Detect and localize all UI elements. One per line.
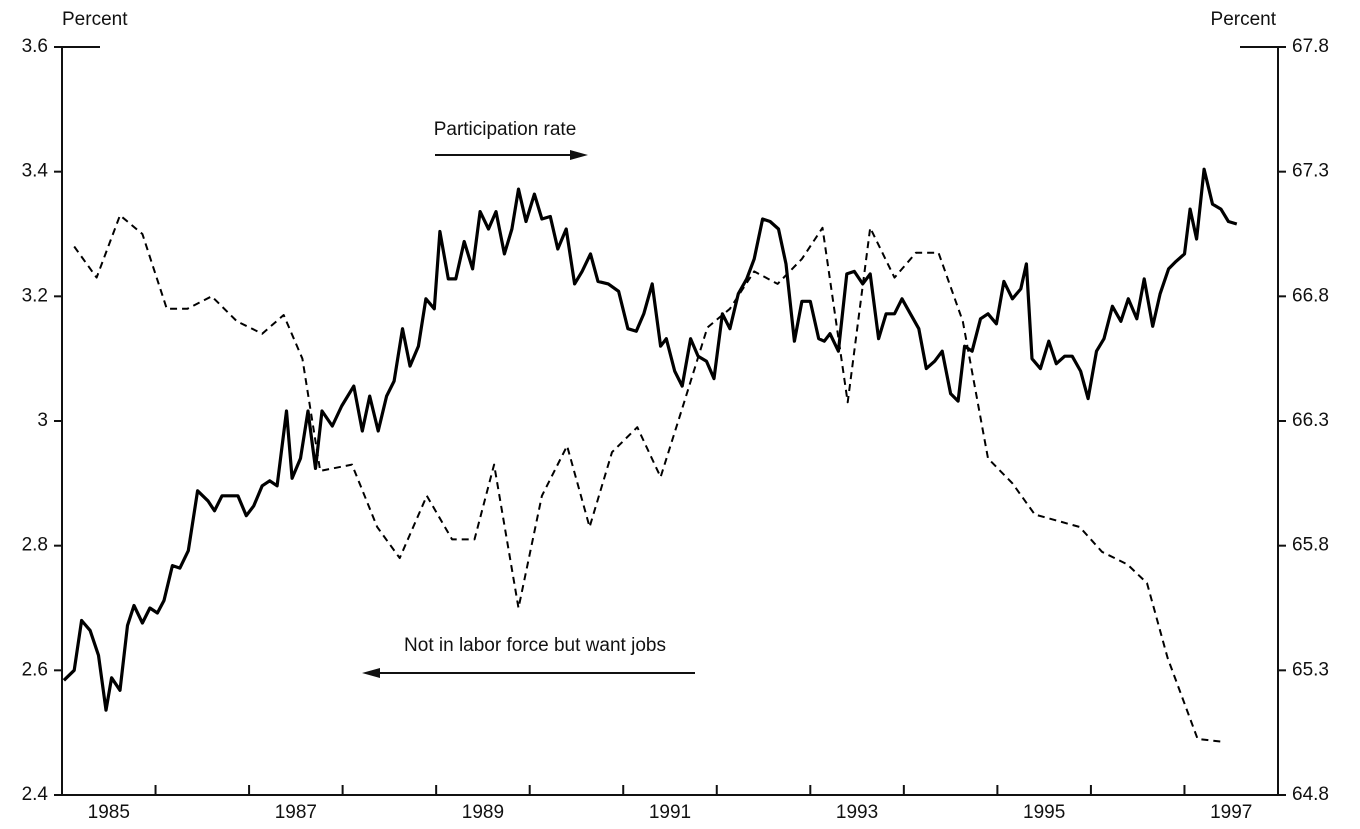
annotation: Participation rate xyxy=(434,119,577,140)
y2-tick-label: 64.8 xyxy=(1292,784,1329,805)
annotation-arrowhead xyxy=(570,150,588,160)
x-tick-label: 1989 xyxy=(462,802,504,823)
y2-tick-label: 65.8 xyxy=(1292,535,1329,556)
data-line xyxy=(73,214,1225,743)
axis-frame xyxy=(61,47,1279,796)
y-axis-title: Percent xyxy=(62,9,128,30)
y2-axis-title: Percent xyxy=(1211,9,1277,30)
annotation: Not in labor force but want jobs xyxy=(404,635,666,656)
y2-tick-label: 66.3 xyxy=(1292,410,1329,431)
y-tick-label: 3.4 xyxy=(22,161,49,182)
x-tick-label: 1987 xyxy=(275,802,317,823)
x-tick-label: 1997 xyxy=(1210,802,1252,823)
y2-tick-label: 66.8 xyxy=(1292,285,1329,306)
data-line xyxy=(62,167,1238,712)
y2-tick-label: 67.3 xyxy=(1292,161,1329,182)
y-tick-label: 3 xyxy=(37,410,48,431)
x-tick-label: 1995 xyxy=(1023,802,1065,823)
y-tick-label: 2.4 xyxy=(22,784,49,805)
y-tick-label: 2.8 xyxy=(22,535,48,556)
y2-tick-label: 67.8 xyxy=(1292,36,1329,57)
y-tick-label: 3.2 xyxy=(22,285,48,306)
x-tick-label: 1991 xyxy=(649,802,691,823)
x-tick-label: 1993 xyxy=(836,802,878,823)
y-tick-label: 2.6 xyxy=(22,659,48,680)
annotation-arrowhead xyxy=(362,668,380,678)
y-tick-label: 3.6 xyxy=(22,36,48,57)
x-tick-label: 1985 xyxy=(88,802,130,823)
y2-tick-label: 65.3 xyxy=(1292,659,1329,680)
